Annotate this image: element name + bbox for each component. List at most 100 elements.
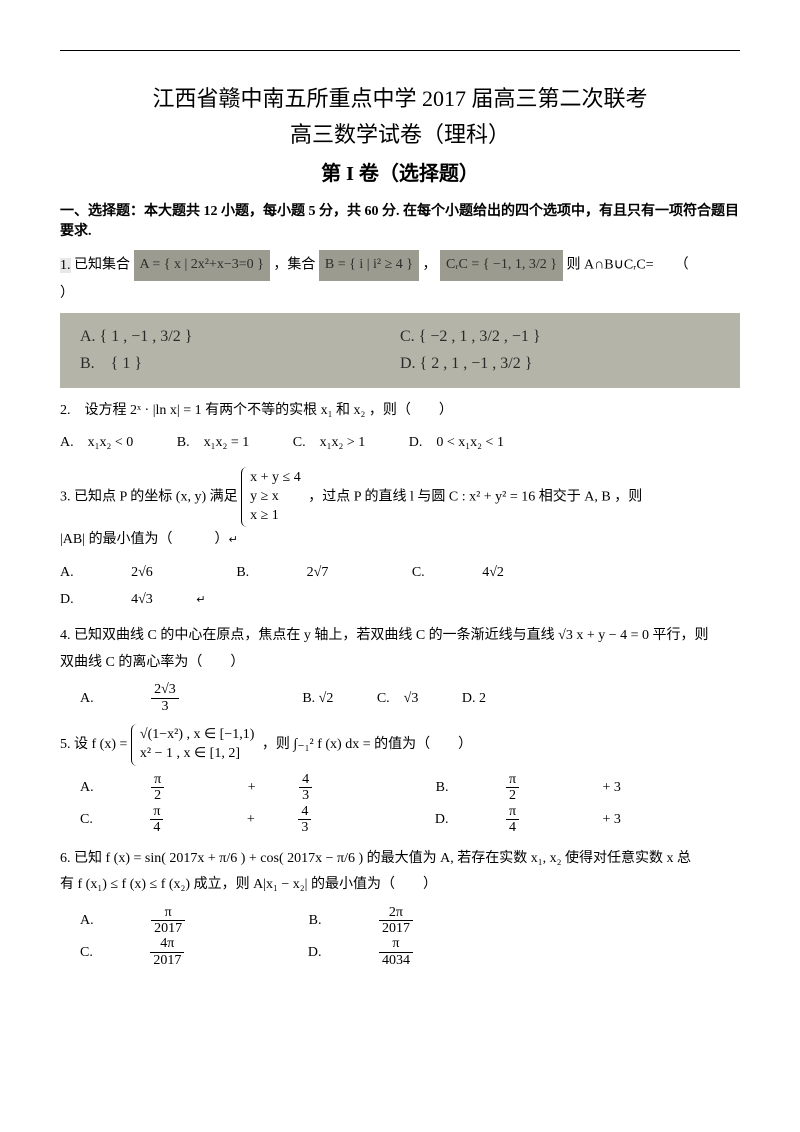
q3-B-val: 2√7 bbox=[307, 560, 329, 587]
q2-and: 和 bbox=[336, 403, 354, 418]
q2-D: D. 0 < x₁x₂ < 1 bbox=[409, 430, 504, 457]
q6-D-d: 4034 bbox=[379, 953, 413, 968]
q6-C-n: 4π bbox=[150, 936, 184, 952]
q1-mid1: ，集合 bbox=[273, 258, 315, 273]
q2-stem-a: 2. 设方程 bbox=[60, 403, 130, 418]
q6-D-n: π bbox=[379, 936, 413, 952]
q5-C: C. π4 + 43 bbox=[80, 804, 391, 836]
question-1: 1. 已知集合 A = { x | 2x²+x−3=0 } ，集合 B = { … bbox=[60, 250, 740, 388]
q5-A-n1: π bbox=[151, 772, 164, 788]
top-rule bbox=[60, 50, 740, 51]
q6-line2b: 成立，则 bbox=[194, 877, 254, 892]
exam-page: 江西省赣中南五所重点中学 2017 届高三第二次联考 高三数学试卷（理科） 第 … bbox=[0, 0, 800, 1016]
q5-D-n1: π bbox=[506, 804, 519, 820]
question-4: 4. 已知双曲线 C 的中心在原点，焦点在 y 轴上，若双曲线 C 的一条渐近线… bbox=[60, 623, 740, 714]
q6-C-d: 2017 bbox=[150, 953, 184, 968]
q5-D-d1: 4 bbox=[506, 820, 519, 835]
q1-setCr-photo: CᵣC = { −1, 1, 3/2 } bbox=[440, 250, 563, 281]
q2-x1: x₁ bbox=[321, 403, 333, 418]
q6-options: A. π2017 B. 2π2017 C. 4π2017 D. π4034 bbox=[80, 905, 740, 969]
q3-abs-AB: |AB| bbox=[60, 532, 85, 547]
q3-B-label: B. bbox=[236, 560, 263, 587]
q3-D-val: 4√3 bbox=[131, 587, 153, 614]
q6-A: A. π2017 bbox=[80, 905, 265, 937]
q5-A: A. π2 + 43 bbox=[80, 772, 392, 804]
q4-line2: 双曲线 C 的离心率为（ ） bbox=[60, 650, 740, 677]
q2-A: A. x₁x₂ < 0 bbox=[60, 430, 133, 457]
q5-C-d2: 3 bbox=[298, 820, 311, 835]
return-mark-2: ↵ bbox=[196, 590, 205, 611]
q3-A-label: A. bbox=[60, 560, 88, 587]
q4-A-frac: 2√3 3 bbox=[151, 682, 219, 714]
q3-lead-c: ，过点 P 的直线 l 与圆 bbox=[308, 489, 449, 504]
q2-x2: x₂ bbox=[354, 403, 366, 418]
q5-A-d1: 2 bbox=[151, 788, 164, 803]
q1-number: 1. bbox=[60, 258, 71, 273]
question-5: 5. 设 f (x) = √(1−x²) , x ∈ [−1,1) x² − 1… bbox=[60, 724, 740, 835]
q3-xy: (x, y) bbox=[176, 489, 206, 504]
section-instruction: 一、选择题：本大题共 12 小题，每小题 5 分，共 60 分. 在每个小题给出… bbox=[60, 200, 740, 240]
q4-A-num: 2√3 bbox=[151, 682, 179, 698]
q1-optA: A. { 1 , −1 , 3/2 } bbox=[80, 323, 400, 350]
q5-C-plus: + bbox=[247, 807, 255, 834]
q2-stem-b: 有两个不等的实根 bbox=[205, 403, 321, 418]
q4-A-label: A. bbox=[80, 686, 108, 713]
q3-system: x + y ≤ 4 y ≥ x x ≥ 1 bbox=[241, 467, 305, 528]
q4-options: A. 2√3 3 B. √2 C. √3 D. 2 bbox=[80, 682, 740, 714]
q6-A-label: A. bbox=[80, 908, 108, 935]
q5-D-plus: + 3 bbox=[603, 807, 621, 834]
q3-C: C. 4√2 bbox=[412, 560, 544, 587]
q3-B: B. 2√7 bbox=[236, 560, 368, 587]
q3-sys2: y ≥ x bbox=[250, 489, 279, 504]
q5-lead: 5. 设 bbox=[60, 737, 92, 752]
q6-B-n: 2π bbox=[379, 905, 413, 921]
q3-D: D. 4√3 ↵ bbox=[60, 587, 246, 614]
q5-B-plus: + 3 bbox=[603, 775, 621, 802]
q5-C-n2: 4 bbox=[298, 804, 311, 820]
q5-B: B. π2 + 3 bbox=[436, 772, 661, 804]
q3-circle: C : x² + y² = 16 bbox=[449, 489, 535, 504]
q6-mid: 的最大值为 A, 若存在实数 x₁, x₂ 使得对任意实数 x 总 bbox=[367, 851, 691, 866]
q6-C: C. 4π2017 bbox=[80, 936, 264, 968]
q5-C-label: C. bbox=[80, 807, 107, 834]
q5-mid: ，则 bbox=[262, 737, 294, 752]
q5-D-label: D. bbox=[435, 807, 463, 834]
q4-D: D. 2 bbox=[462, 686, 486, 713]
q1-optD: D. { 2 , 1 , −1 , 3/2 } bbox=[400, 350, 720, 377]
instruction-text: 一、选择题：本大题共 12 小题，每小题 5 分，共 60 分. 在每个小题给出… bbox=[60, 204, 739, 239]
question-2: 2. 设方程 2ˣ · |ln x| = 1 有两个不等的实根 x₁ 和 x₂ … bbox=[60, 398, 740, 457]
q3-options: A. 2√6 B. 2√7 C. 4√2 D. 4√3 ↵ bbox=[60, 560, 740, 613]
q6-B-label: B. bbox=[309, 908, 336, 935]
q4-A-den: 3 bbox=[151, 699, 179, 714]
section-title: 第 I 卷（选择题） bbox=[60, 157, 740, 186]
q5-B-label: B. bbox=[436, 775, 463, 802]
q6-B: B. 2π2017 bbox=[309, 905, 493, 937]
q1-tail: 则 A∩B∪CᵣC= （ bbox=[567, 258, 689, 273]
q5-A-plus: + bbox=[248, 775, 256, 802]
q4-B: B. √2 bbox=[302, 686, 333, 713]
q3-lead-d: 相交于 A, B ，则 bbox=[539, 489, 642, 504]
q5-integral: ∫₋₁² f (x) dx = bbox=[293, 737, 370, 752]
q2-C: C. x₁x₂ > 1 bbox=[293, 430, 366, 457]
q5-B-n1: π bbox=[506, 772, 519, 788]
q5-piece2: x² − 1 , x ∈ [1, 2] bbox=[140, 746, 240, 761]
q6-ineq: f (x₁) ≤ f (x) ≤ f (x₂) bbox=[78, 877, 191, 892]
q1-optC: C. { −2 , 1 , 3/2 , −1 } bbox=[400, 323, 720, 350]
q1-close: ） bbox=[60, 286, 74, 301]
q6-line2c: 的最小值为（ ） bbox=[311, 877, 437, 892]
q5-D: D. π4 + 3 bbox=[435, 804, 661, 836]
q3-A: A. 2√6 bbox=[60, 560, 193, 587]
q1-setA-photo: A = { x | 2x²+x−3=0 } bbox=[134, 250, 270, 281]
q6-B-d: 2017 bbox=[379, 921, 413, 936]
q3-D-label: D. bbox=[60, 587, 88, 614]
q3-C-val: 4√2 bbox=[482, 560, 504, 587]
q6-D: D. π4034 bbox=[308, 936, 493, 968]
q2-B: B. x₁x₂ = 1 bbox=[177, 430, 250, 457]
q3-lead-a: 3. 已知点 P 的坐标 bbox=[60, 489, 176, 504]
title-line1: 江西省赣中南五所重点中学 2017 届高三第二次联考 bbox=[60, 81, 740, 113]
q3-A-val: 2√6 bbox=[131, 560, 153, 587]
q6-A-d: 2017 bbox=[151, 921, 185, 936]
q1-options-photo: A. { 1 , −1 , 3/2 } C. { −2 , 1 , 3/2 , … bbox=[60, 313, 740, 387]
return-mark: ↵ bbox=[229, 534, 238, 546]
q3-line2b: 的最小值为（ ） bbox=[89, 532, 229, 547]
